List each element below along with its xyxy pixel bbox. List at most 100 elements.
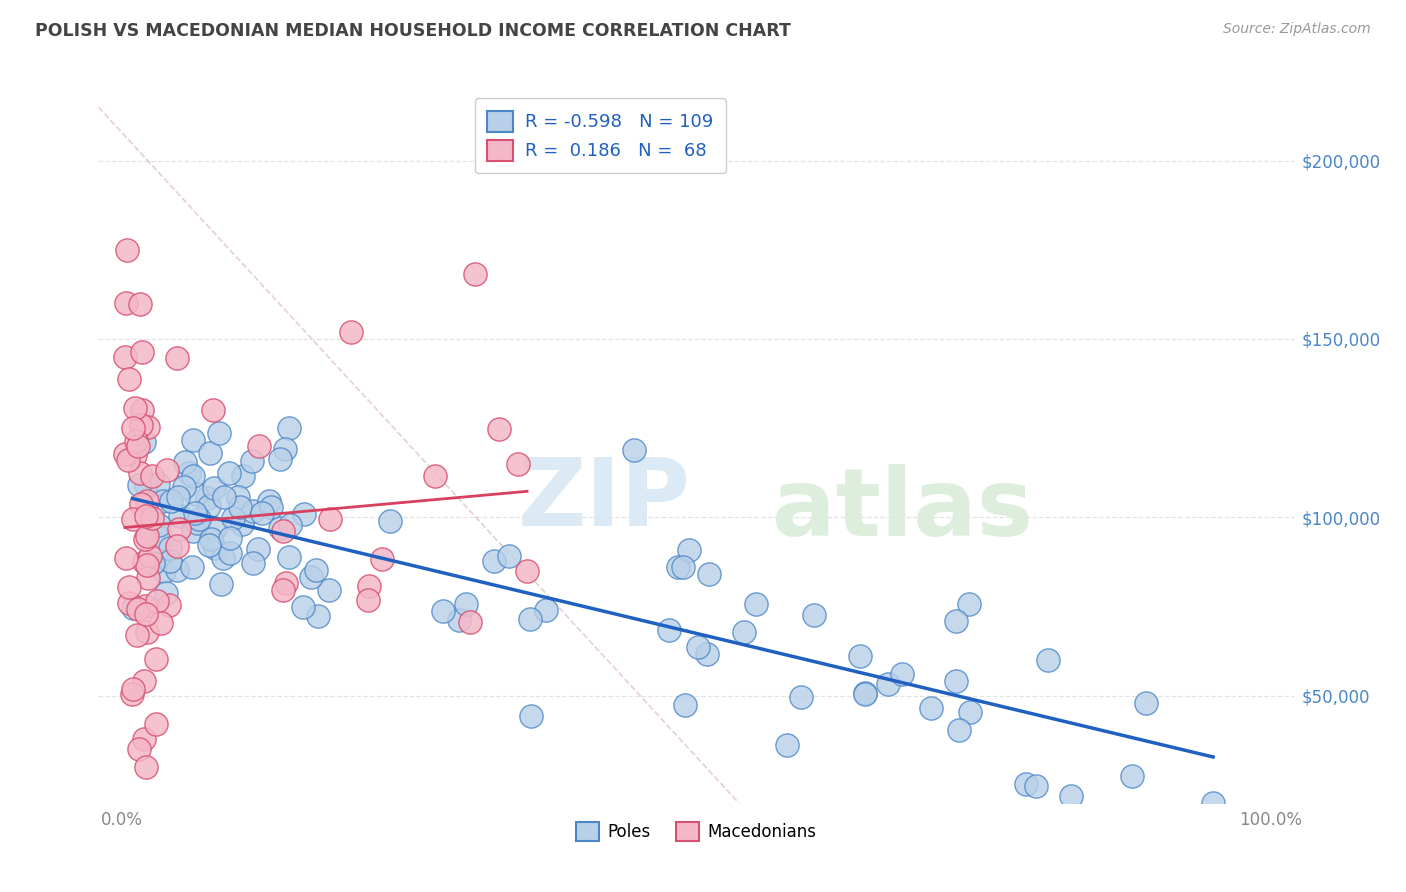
Point [447,613,470,627]
Point [121,601,143,615]
Point [134,599,156,614]
Point [117,581,139,595]
Point [696,647,718,661]
Point [209,577,232,591]
Point [945,614,967,628]
Point [506,458,529,472]
Point [159,554,181,568]
Text: Source: ZipAtlas.com: Source: ZipAtlas.com [1223,22,1371,37]
Point [274,442,297,456]
Point [129,467,152,481]
Point [776,738,799,752]
Point [145,652,167,666]
Point [197,538,219,552]
Point [198,446,221,460]
Point [167,490,190,504]
Point [1060,789,1083,803]
Point [277,421,299,435]
Point [242,556,264,570]
Point [357,593,380,607]
Point [128,478,150,492]
Point [131,345,153,359]
Point [149,532,172,546]
Point [488,422,510,436]
Point [228,500,250,514]
Point [273,524,295,539]
Point [240,454,263,468]
Point [519,612,541,626]
Point [150,615,173,630]
Point [204,521,226,535]
Point [159,494,181,508]
Point [790,690,813,705]
Point [273,583,295,598]
Point [134,533,156,547]
Point [132,556,155,570]
Point [114,350,136,364]
Point [166,351,188,366]
Point [231,517,253,532]
Point [957,597,980,611]
Point [173,480,195,494]
Point [853,687,876,701]
Point [121,687,143,701]
Point [179,466,201,480]
Point [139,549,162,564]
Point [498,549,520,563]
Point [195,491,218,505]
Point [145,717,167,731]
Point [135,529,157,543]
Text: atlas: atlas [772,464,1033,557]
Point [186,486,208,500]
Point [153,564,176,578]
Point [184,506,207,520]
Point [138,570,160,584]
Point [222,511,245,525]
Point [115,296,138,310]
Point [803,608,825,623]
Point [340,325,363,339]
Point [135,509,157,524]
Point [432,603,454,617]
Point [269,521,291,535]
Point [378,514,401,528]
Point [733,624,755,639]
Point [169,523,191,537]
Point [141,469,163,483]
Point [1025,779,1047,793]
Point [423,469,446,483]
Point [219,531,242,545]
Point [115,243,138,257]
Text: ZIP: ZIP [517,453,690,546]
Point [1038,653,1060,667]
Point [198,499,221,513]
Point [877,677,900,691]
Point [247,439,270,453]
Point [673,698,696,713]
Point [128,742,150,756]
Point [307,608,329,623]
Point [157,599,180,613]
Point [292,507,315,521]
Point [127,439,149,453]
Point [156,462,179,476]
Point [1015,777,1038,791]
Point [129,418,152,433]
Point [125,434,148,449]
Point [135,607,157,621]
Point [686,640,709,655]
Point [299,570,322,584]
Point [117,596,139,610]
Point [186,516,208,530]
Point [745,597,768,611]
Point [242,504,264,518]
Point [371,552,394,566]
Point [218,467,240,481]
Point [920,701,942,715]
Point [181,469,204,483]
Point [139,556,162,570]
Point [666,560,689,574]
Point [1135,696,1157,710]
Point [291,600,314,615]
Point [534,603,557,617]
